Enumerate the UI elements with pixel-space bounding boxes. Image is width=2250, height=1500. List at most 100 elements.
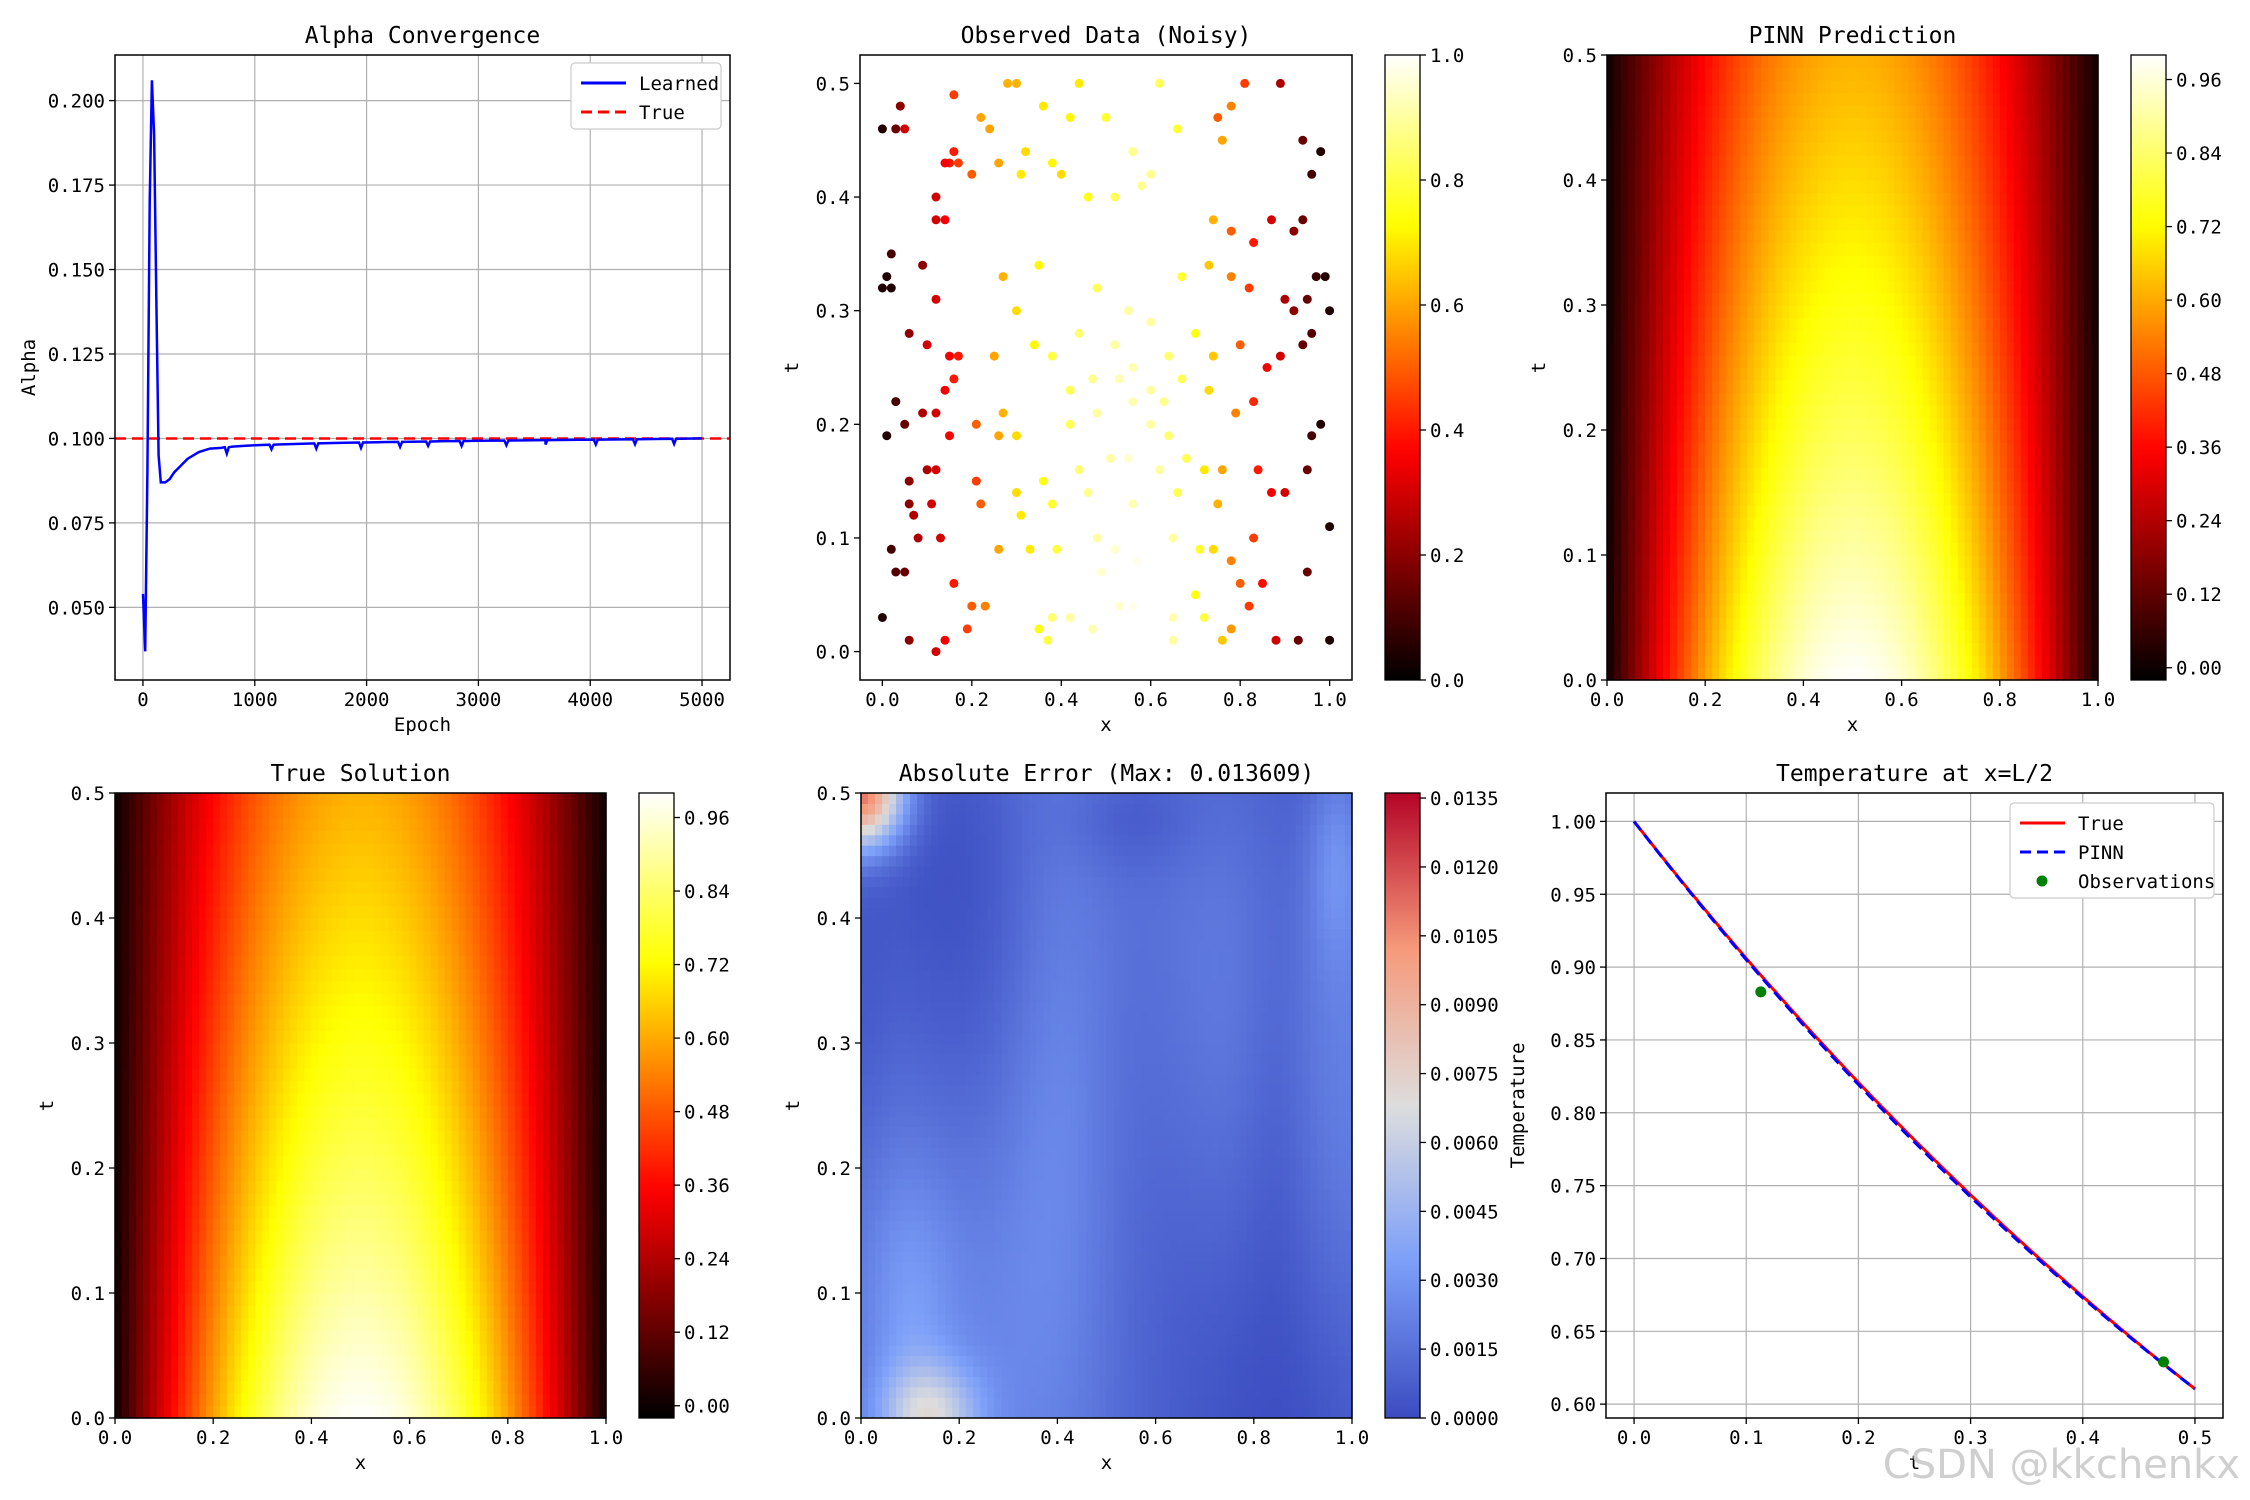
heat-cell (2083, 592, 2092, 606)
scatter-point-25 (1275, 78, 1285, 88)
heat-cell (1985, 405, 1994, 419)
heat-cell (1747, 242, 1755, 256)
heat-cell (1747, 467, 1755, 481)
scatter-point-116 (931, 465, 941, 475)
heat-cell (1817, 180, 1826, 194)
heat-cell (1649, 155, 1657, 169)
heat-cell (199, 943, 207, 957)
heat-cell (1754, 367, 1762, 381)
heat-cell (1922, 380, 1931, 394)
heat-cell (2041, 505, 2050, 519)
heat-cell (2055, 317, 2064, 331)
heat-cell (1859, 367, 1868, 381)
heat-cell (1964, 380, 1973, 394)
heat-cell (1992, 342, 2001, 356)
heat-cell (1796, 617, 1804, 631)
heat-cell (1957, 555, 1966, 569)
heat-cell (2041, 267, 2050, 281)
heat-cell (2006, 467, 2015, 481)
heat-cell (1719, 255, 1727, 269)
heat-cell (150, 830, 158, 844)
heat-cell (1978, 242, 1987, 256)
heat-cell (164, 918, 172, 932)
heat-cell (1642, 180, 1650, 194)
heat-cell (1971, 130, 1980, 144)
heat-cell (1642, 417, 1650, 431)
heat-cell (1705, 155, 1713, 169)
heat-cell (227, 1130, 235, 1144)
heat-cell (1782, 142, 1790, 156)
heat-cell (1852, 442, 1861, 456)
heat-cell (1985, 205, 1994, 219)
heat-cell (1992, 555, 2001, 569)
heat-cell (2055, 305, 2064, 319)
heat-cell (171, 955, 179, 969)
heat-cell (1698, 517, 1706, 531)
heat-cell (1768, 242, 1776, 256)
heat-cell (1670, 430, 1678, 444)
heat-cell (1712, 567, 1720, 581)
heat-cell (1992, 267, 2001, 281)
heat-cell (1845, 492, 1854, 506)
scatter-point-112 (1092, 408, 1102, 418)
heat-cell (1971, 567, 1980, 581)
heat-cell (1635, 367, 1643, 381)
scatter-point-135 (1047, 499, 1057, 509)
heat-cell (1936, 305, 1945, 319)
heat-cell (1698, 55, 1706, 69)
heat-cell (1929, 430, 1938, 444)
heat-cell (1866, 155, 1875, 169)
heat-cell (157, 1318, 165, 1332)
heat-cell (1789, 442, 1797, 456)
heat-cell (1831, 480, 1840, 494)
heat-cell (1971, 80, 1980, 94)
heat-cell (1614, 105, 1622, 119)
heat-cell (1733, 592, 1741, 606)
heat-cell (2013, 492, 2022, 506)
heat-cell (157, 1043, 165, 1057)
heat-cell (1663, 630, 1671, 644)
heat-cell (1964, 567, 1973, 581)
heat-cell (143, 1393, 151, 1407)
heat-cell (213, 930, 221, 944)
heat-cell (1712, 592, 1720, 606)
heat-cell (1824, 442, 1833, 456)
heat-cell (129, 843, 137, 857)
heat-cell (1950, 180, 1959, 194)
heat-cell (1691, 292, 1699, 306)
heat-cell (1691, 192, 1699, 206)
heat-cell (1649, 642, 1657, 656)
heat-cell (1838, 80, 1847, 94)
heat-cell (2055, 130, 2064, 144)
heat-cell (2048, 230, 2057, 244)
heat-cell (234, 805, 242, 819)
heat-cell (248, 905, 256, 919)
heat-cell (248, 1018, 256, 1032)
heat-cell (122, 893, 130, 907)
heat-cell (1747, 530, 1755, 544)
heat-cell (199, 1018, 207, 1032)
heat-cell (1810, 642, 1819, 656)
heat-cell (1684, 217, 1692, 231)
heat-cell (1719, 567, 1727, 581)
heat-cell (1866, 280, 1875, 294)
heat-cell (1782, 155, 1790, 169)
heat-cell (115, 905, 123, 919)
heat-cell (1957, 655, 1966, 669)
heat-cell (227, 1380, 235, 1394)
heat-cell (1866, 105, 1875, 119)
scatter-point-114 (1164, 431, 1174, 441)
heat-cell (1803, 342, 1812, 356)
heat-cell (192, 830, 200, 844)
heat-cell (185, 880, 193, 894)
heat-cell (129, 943, 137, 957)
heat-cell (143, 1018, 151, 1032)
heat-cell (1670, 605, 1678, 619)
heat-cell (1663, 255, 1671, 269)
heat-cell (1656, 630, 1664, 644)
heat-cell (1698, 105, 1706, 119)
heat-cell (1985, 480, 1994, 494)
heat-cell (1964, 105, 1973, 119)
heat-cell (1887, 117, 1896, 131)
heat-cell (1845, 392, 1854, 406)
